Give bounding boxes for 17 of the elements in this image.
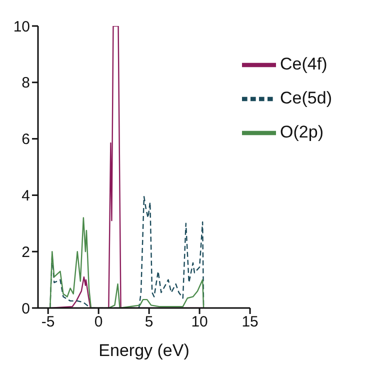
- y-tick-label: 10: [13, 18, 30, 36]
- y-tick-label: 6: [22, 131, 30, 148]
- y-tick-label: 8: [22, 74, 30, 92]
- legend-label: O(2p): [280, 122, 324, 142]
- x-tick-label: 10: [191, 314, 208, 331]
- line-series: [50, 217, 204, 308]
- y-tick-label: 4: [22, 188, 30, 205]
- y-tick-label: 2: [22, 244, 30, 261]
- y-tick-label: 0: [22, 300, 30, 318]
- x-tick-label: 5: [144, 314, 154, 331]
- legend-label: Ce(5d): [280, 88, 332, 108]
- x-tick-label: -5: [41, 314, 55, 331]
- x-tick-label: 0: [94, 314, 103, 331]
- x-tick-label: 15: [242, 314, 258, 331]
- x-axis-title: Energy (eV): [98, 341, 190, 360]
- legend-label: Ce(4f): [280, 54, 328, 74]
- line-series: [50, 196, 204, 308]
